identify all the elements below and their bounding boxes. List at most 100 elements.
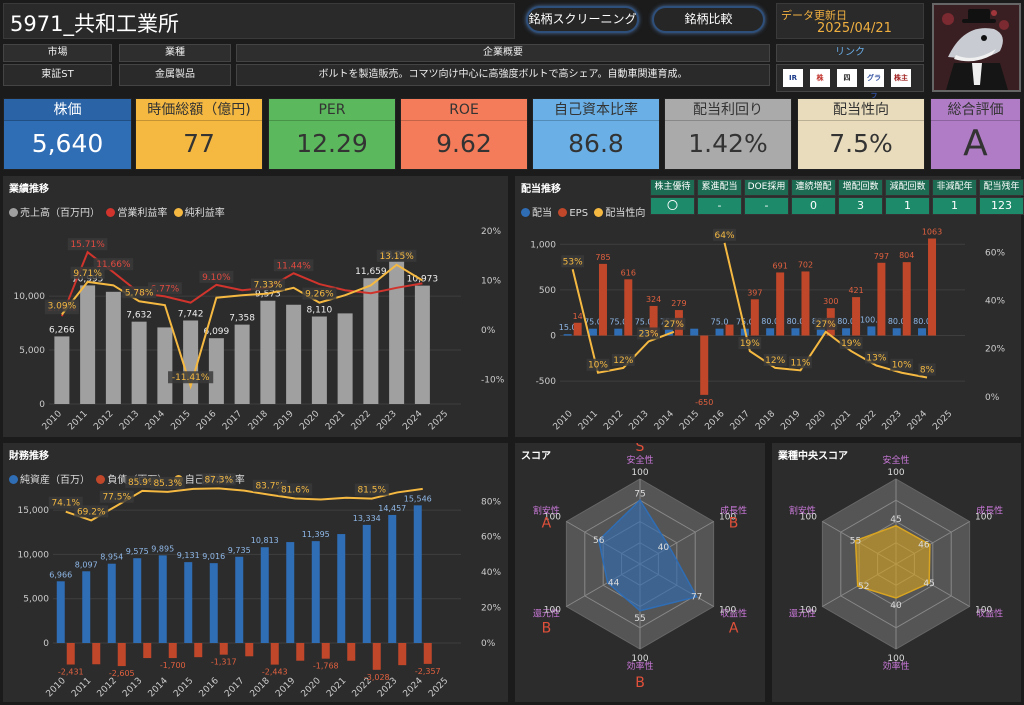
kpi-value: 1.42% <box>688 129 768 158</box>
x-tick-label: 2021 <box>325 676 348 699</box>
bar-dividend <box>918 328 927 336</box>
dividend-panel: 配当推移 配当 EPS 配当性向 -500 0 500 1,000 0% 20% 40% 60… <box>515 176 1021 437</box>
y-right-tick: 20% <box>985 345 1005 355</box>
kpi-label: 時価総額（億円) <box>136 99 262 121</box>
kpi-value: A <box>963 123 988 164</box>
score-radar: 754077554456安全性100成長性100収益性100効率性100還元性1… <box>533 443 747 691</box>
x-tick-label: 2013 <box>118 409 141 432</box>
line-label-op-margin: 11.66% <box>96 260 131 270</box>
x-tick-label: 2024 <box>401 409 424 432</box>
line-net-margin <box>61 263 423 390</box>
label-bg-payout <box>865 351 888 364</box>
radar-value-label: 45 <box>890 515 901 525</box>
x-tick-label: 2017 <box>223 676 246 699</box>
line-label-equity-ratio: 85.9% <box>128 478 157 488</box>
bar-equity <box>388 514 397 643</box>
screening-button[interactable]: 銘柄スクリーニング <box>526 6 639 33</box>
update-date: 2025/04/21 <box>817 21 892 36</box>
x-tick-label: 2014 <box>144 409 167 432</box>
stat-header-7: 配当残年 <box>979 179 1024 196</box>
kpi-label: 総合評価 <box>931 99 1020 121</box>
market-value: 東証ST <box>3 64 112 86</box>
bar-label-eps: 421 <box>848 286 863 295</box>
x-tick-label: 2012 <box>96 676 119 699</box>
x-tick-label: 2022 <box>350 409 373 432</box>
link-icon-3[interactable]: グラフ <box>864 69 884 100</box>
link-icon-4[interactable]: 株主 <box>891 69 911 87</box>
link-icon-2[interactable]: 四 <box>837 69 857 87</box>
y-left-tick: 15,000 <box>18 506 50 516</box>
score-panel: スコア 75 40 77 55 44 56 安全性 100 成長性 100 収益性 100 効率性 100… <box>515 443 765 702</box>
bar-equity <box>286 542 295 643</box>
x-tick-label: 2024 <box>906 409 929 432</box>
kpi-label: 配当利回り <box>665 99 791 121</box>
y-right-tick: -10% <box>481 375 505 385</box>
label-bg-equity-ratio <box>150 476 185 489</box>
radar-axis-label: 効率性 <box>882 660 909 672</box>
bar-eps <box>902 262 911 336</box>
x-tick-label: 2017 <box>221 409 244 432</box>
finance-panel: 財務推移 純資産（百万） 負債（百万） 自己資本比率 05,00010,0001… <box>3 443 508 702</box>
link-icon-0[interactable]: IR <box>783 69 803 87</box>
radar-max-label: 100 <box>800 606 817 616</box>
bar-dividend <box>816 328 825 336</box>
y-right-tick: 0% <box>985 393 1000 403</box>
bar-label-debt: -1,700 <box>160 661 186 670</box>
x-tick-label: 2010 <box>552 409 575 432</box>
score-title: スコア <box>521 451 551 462</box>
bar-label-eps: 279 <box>671 299 686 308</box>
bar-equity <box>56 581 65 643</box>
stat-value-0: 〇 <box>650 197 695 215</box>
radar-grade: B <box>635 675 645 691</box>
bar-label-equity: 14,457 <box>378 504 406 513</box>
label-bg-payout <box>763 353 787 366</box>
bar-label-dividend: 75.0 <box>711 318 729 327</box>
line-label-payout: 8% <box>920 366 935 376</box>
y-left-tick: 10,000 <box>18 550 50 560</box>
y-right-tick: 40% <box>481 568 501 578</box>
bar-eps <box>928 238 937 336</box>
bar-label-eps: 1063 <box>922 228 942 237</box>
kpi-value: 5,640 <box>31 129 104 158</box>
bar-label-equity: 9,575 <box>126 547 149 556</box>
x-tick-label: 2011 <box>577 409 600 432</box>
bar-label-dividend: 80.0 <box>913 317 931 326</box>
performance-legend: 売上高（百万円） 営業利益率 純利益率 <box>9 204 225 219</box>
x-tick-label: 2023 <box>375 409 398 432</box>
bar-eps <box>700 335 709 395</box>
bar-label-eps: 397 <box>747 288 762 297</box>
bar-dividend <box>867 326 876 336</box>
x-tick-label: 2025 <box>931 409 954 432</box>
kpi-value: 7.5% <box>829 129 893 158</box>
compare-button[interactable]: 銘柄比較 <box>652 6 765 33</box>
industry-score-radar: 454645405255安全性100成長性100収益性100効率性100還元性1… <box>789 454 1003 672</box>
line-label-net-margin: 5.78% <box>125 288 154 298</box>
bar-label-dividend: 75.0 <box>584 318 602 327</box>
bar-eps <box>649 305 658 336</box>
radar-axis-label: 還元性 <box>789 608 816 620</box>
kpi-value: 9.62 <box>436 129 492 158</box>
bar-debt <box>270 643 279 665</box>
performance-panel: 業績推移 売上高（百万円） 営業利益率 純利益率 0 5,000 10,000 -10… <box>3 176 508 437</box>
label-bg-op-margin <box>67 238 108 251</box>
shark-mascot-icon <box>934 5 1019 90</box>
radar-value-label: 56 <box>593 536 605 546</box>
industry-label: 業種 <box>119 44 231 62</box>
link-icon-1[interactable]: 株 <box>810 69 830 87</box>
line-label-payout: 27% <box>816 320 836 330</box>
line-label-payout: 19% <box>841 339 861 349</box>
bar-equity <box>362 524 371 643</box>
bar-debt <box>423 643 432 664</box>
page-title: 5971_共和工業所 <box>10 12 179 36</box>
stat-value-5: 1 <box>885 197 930 215</box>
y-right-tick: 20% <box>481 227 501 237</box>
bar-label-eps: 616 <box>621 268 636 277</box>
radar-grade: A <box>729 621 739 637</box>
bar-eps <box>624 279 633 336</box>
bar-equity <box>337 534 346 643</box>
radar-axis-label: 成長性 <box>720 505 747 517</box>
radar-grade: A <box>542 516 552 532</box>
y-left-tick: 1,000 <box>530 240 556 250</box>
x-tick-label: 2012 <box>92 409 115 432</box>
legend-dot-equity <box>9 475 18 484</box>
